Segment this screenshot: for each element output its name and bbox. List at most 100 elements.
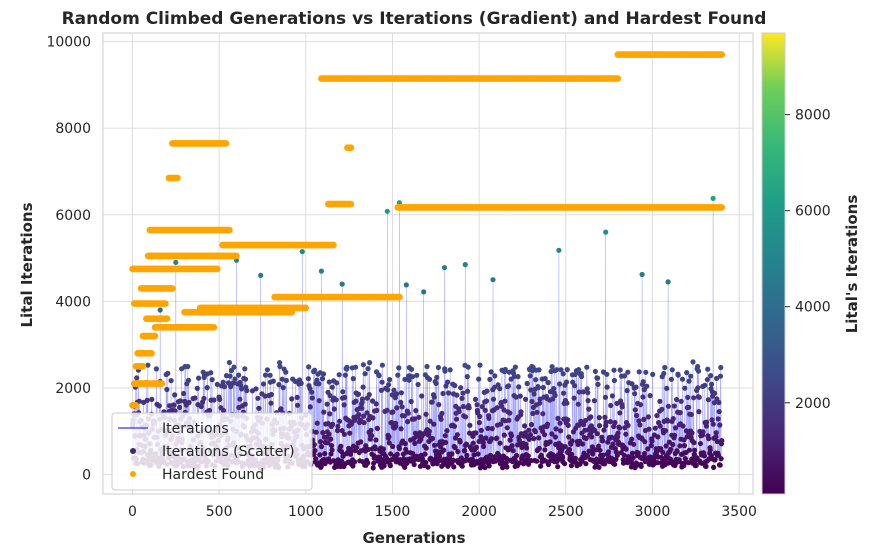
scatter-point bbox=[379, 379, 385, 385]
scatter-point bbox=[674, 396, 680, 403]
scatter-point bbox=[680, 423, 686, 429]
scatter-point bbox=[227, 373, 233, 379]
scatter-point bbox=[153, 366, 159, 372]
hardest-found-point bbox=[347, 144, 355, 151]
scatter-point bbox=[676, 457, 682, 463]
scatter-point bbox=[613, 456, 619, 462]
scatter-point bbox=[419, 393, 425, 399]
scatter-point bbox=[472, 396, 479, 402]
scatter-point bbox=[211, 397, 217, 403]
scatter-point bbox=[525, 461, 532, 467]
scatter-point bbox=[388, 451, 394, 457]
scatter-point bbox=[422, 451, 428, 457]
scatter-point bbox=[494, 405, 500, 411]
y-tick-label: 4000 bbox=[55, 294, 91, 310]
scatter-point bbox=[431, 442, 438, 448]
scatter-point bbox=[365, 366, 371, 372]
scatter-point bbox=[560, 455, 566, 461]
scatter-point bbox=[596, 415, 602, 421]
scatter-point bbox=[675, 372, 681, 378]
scatter-point bbox=[277, 360, 283, 366]
scatter-point bbox=[607, 419, 614, 425]
scatter-point bbox=[706, 436, 712, 442]
scatter-point bbox=[701, 453, 708, 459]
scatter-point bbox=[716, 399, 722, 406]
scatter-point bbox=[469, 456, 476, 462]
scatter-point bbox=[410, 451, 416, 457]
scatter-point bbox=[696, 409, 702, 415]
hardest-found-point bbox=[347, 200, 355, 208]
colorbar-tick-label: 2000 bbox=[795, 396, 831, 412]
scatter-point bbox=[457, 439, 463, 445]
scatter-point bbox=[717, 422, 723, 428]
scatter-point bbox=[473, 430, 479, 436]
scatter-point bbox=[279, 376, 285, 382]
scatter-point bbox=[713, 430, 719, 436]
scatter-point bbox=[660, 449, 666, 455]
scatter-point bbox=[685, 460, 692, 466]
scatter-point bbox=[292, 378, 298, 384]
scatter-point bbox=[557, 420, 563, 426]
colorbar-label: Lital's Iterations bbox=[843, 195, 861, 334]
scatter-point bbox=[596, 464, 602, 470]
scatter-point bbox=[682, 385, 688, 391]
plot-frame bbox=[102, 32, 754, 495]
scatter-point bbox=[194, 385, 200, 391]
scatter-point bbox=[378, 387, 384, 393]
scatter-point bbox=[504, 425, 510, 431]
scatter-point bbox=[470, 440, 476, 446]
scatter-point bbox=[403, 282, 409, 288]
scatter-point bbox=[173, 259, 179, 265]
scatter-point bbox=[217, 396, 223, 402]
scatter-point bbox=[497, 386, 503, 392]
scatter-point bbox=[298, 380, 304, 386]
scatter-point bbox=[264, 367, 270, 373]
scatter-point bbox=[670, 442, 676, 448]
scatter-point bbox=[411, 435, 417, 442]
scatter-point bbox=[309, 395, 315, 401]
hardest-found-point bbox=[151, 332, 159, 340]
scatter-point bbox=[691, 395, 697, 401]
scatter-point bbox=[602, 414, 608, 420]
scatter-point bbox=[617, 425, 623, 431]
scatter-point bbox=[529, 398, 535, 405]
scatter-point bbox=[621, 452, 627, 458]
scatter-point bbox=[186, 399, 192, 405]
scatter-point bbox=[445, 379, 451, 385]
scatter-point bbox=[399, 404, 405, 410]
scatter-point bbox=[528, 422, 535, 428]
scatter-point bbox=[671, 403, 677, 409]
scatter-point bbox=[476, 420, 482, 426]
scatter-point bbox=[459, 395, 465, 401]
scatter-point bbox=[434, 374, 440, 380]
scatter-point bbox=[659, 406, 665, 412]
scatter-point bbox=[707, 447, 713, 453]
scatter-point bbox=[547, 439, 553, 445]
scatter-point bbox=[393, 423, 399, 429]
scatter-point bbox=[484, 398, 490, 404]
scatter-point bbox=[533, 377, 539, 383]
scatter-point bbox=[449, 451, 455, 457]
scatter-point bbox=[309, 389, 315, 395]
scatter-point bbox=[441, 447, 447, 453]
scatter-point bbox=[242, 376, 249, 382]
scatter-point bbox=[366, 392, 372, 398]
scatter-point bbox=[353, 445, 360, 451]
scatter-point bbox=[433, 380, 439, 386]
scatter-point bbox=[430, 461, 436, 467]
scatter-point bbox=[230, 380, 236, 386]
scatter-point bbox=[525, 453, 531, 459]
scatter-point bbox=[608, 402, 614, 409]
scatter-point bbox=[220, 407, 227, 414]
scatter-point bbox=[615, 430, 621, 436]
hardest-found-point bbox=[718, 204, 726, 211]
colorbar: 2000 4000 6000 8000 Lital's Iterations bbox=[761, 32, 861, 495]
scatter-point bbox=[443, 439, 449, 446]
scatter-point bbox=[277, 363, 283, 370]
scatter-point bbox=[510, 448, 516, 454]
scatter-point bbox=[571, 395, 577, 401]
scatter-point bbox=[450, 457, 456, 463]
scatter-point bbox=[586, 406, 592, 412]
hardest-found-point bbox=[163, 315, 171, 323]
scatter-point bbox=[527, 432, 534, 438]
